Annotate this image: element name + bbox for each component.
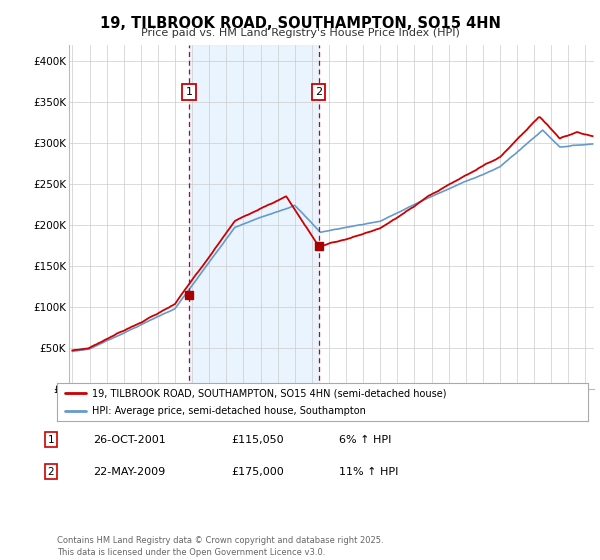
Text: 26-OCT-2001: 26-OCT-2001 [93,435,166,445]
Text: 11% ↑ HPI: 11% ↑ HPI [339,466,398,477]
Text: Contains HM Land Registry data © Crown copyright and database right 2025.
This d: Contains HM Land Registry data © Crown c… [57,536,383,557]
Text: 1: 1 [185,87,193,97]
Text: £115,050: £115,050 [231,435,284,445]
Text: Price paid vs. HM Land Registry's House Price Index (HPI): Price paid vs. HM Land Registry's House … [140,28,460,38]
Text: 2: 2 [315,87,322,97]
Text: 1: 1 [47,435,55,445]
Text: £175,000: £175,000 [231,466,284,477]
Text: HPI: Average price, semi-detached house, Southampton: HPI: Average price, semi-detached house,… [92,406,365,416]
Text: 19, TILBROOK ROAD, SOUTHAMPTON, SO15 4HN: 19, TILBROOK ROAD, SOUTHAMPTON, SO15 4HN [100,16,500,31]
Text: 6% ↑ HPI: 6% ↑ HPI [339,435,391,445]
Text: 2: 2 [47,466,55,477]
Text: 22-MAY-2009: 22-MAY-2009 [93,466,165,477]
Text: 19, TILBROOK ROAD, SOUTHAMPTON, SO15 4HN (semi-detached house): 19, TILBROOK ROAD, SOUTHAMPTON, SO15 4HN… [92,388,446,398]
Bar [189,45,319,389]
